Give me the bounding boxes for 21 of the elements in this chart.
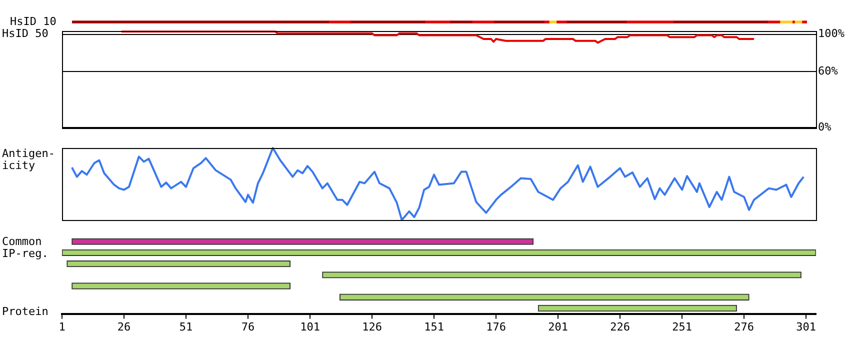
- y-tick-label: 60%: [818, 64, 838, 78]
- y-axis-title: Antigen-icity: [2, 147, 56, 172]
- x-tick-label: 176: [486, 320, 506, 334]
- x-tick-label: 276: [734, 320, 754, 334]
- x-tick-label: 76: [241, 320, 255, 334]
- x-tick-label: 1: [58, 320, 66, 334]
- x-tick-label: 126: [362, 320, 382, 334]
- x-axis-title: Protein: [2, 305, 50, 318]
- y-tick-label: HsID 10: [10, 14, 56, 28]
- y-tick-label: 0%: [818, 120, 832, 134]
- y-axis-title: Common IP-reg.: [2, 235, 50, 260]
- x-tick-label: 226: [610, 320, 630, 334]
- y-tick-label: 100%: [818, 27, 845, 40]
- x-tick-label: 301: [796, 320, 816, 334]
- x-tick-label: 201: [548, 320, 568, 334]
- x-tick-label: 151: [424, 320, 444, 334]
- x-tick-label: 26: [117, 320, 131, 334]
- x-tick-label: 251: [672, 320, 692, 334]
- x-tick-label: 51: [179, 320, 193, 334]
- x-tick-label: 101: [300, 320, 320, 334]
- y-axis-title: HsID 50: [2, 27, 50, 40]
